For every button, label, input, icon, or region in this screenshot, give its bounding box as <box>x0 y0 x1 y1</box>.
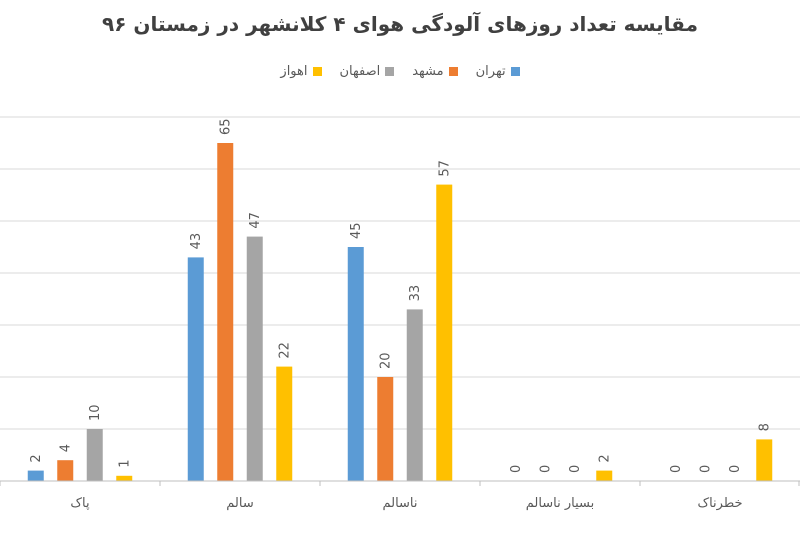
legend-item: اصفهان <box>340 64 395 79</box>
bar <box>246 236 263 481</box>
x-tick-label: پاک <box>70 496 90 511</box>
data-label: 8 <box>757 423 772 431</box>
bar <box>187 257 204 481</box>
legend: تهران مشهد اصفهان اهواز <box>0 64 800 79</box>
data-label: 45 <box>349 222 364 239</box>
legend-swatch <box>312 67 322 76</box>
bar <box>756 439 773 481</box>
data-label: 0 <box>568 465 583 473</box>
x-tick-label: خطرناک <box>697 496 742 511</box>
bar <box>347 247 364 481</box>
bar <box>27 470 44 481</box>
legend-label: اهواز <box>280 64 308 79</box>
bar <box>436 184 453 481</box>
data-label: 57 <box>437 160 452 177</box>
data-label: 1 <box>117 460 132 468</box>
x-tick-label: بسیار ناسالم <box>526 496 595 511</box>
legend-swatch <box>385 67 395 76</box>
bar <box>217 143 234 481</box>
data-label: 4 <box>58 444 73 452</box>
bar <box>596 470 613 481</box>
data-label: 20 <box>378 352 393 369</box>
legend-label: تهران <box>475 64 506 79</box>
data-label: 0 <box>538 465 553 473</box>
data-label: 10 <box>88 404 103 421</box>
bar <box>276 366 293 481</box>
legend-swatch <box>448 67 458 76</box>
data-label: 0 <box>728 465 743 473</box>
data-label: 22 <box>277 342 292 359</box>
bar <box>406 309 423 481</box>
chart-title: مقایسه تعداد روزهای آلودگی هوای ۴ کلانشه… <box>102 12 698 36</box>
bar <box>377 377 394 481</box>
data-label: 2 <box>29 454 44 462</box>
legend-item: اهواز <box>280 64 322 79</box>
legend-item: تهران <box>476 64 520 79</box>
bar <box>86 429 103 481</box>
legend-label: مشهد <box>412 64 444 79</box>
bar <box>57 460 74 481</box>
data-label: 33 <box>408 285 423 302</box>
data-label: 47 <box>248 212 263 229</box>
data-label: 43 <box>189 233 204 250</box>
data-label: 65 <box>218 118 233 135</box>
legend-label: اصفهان <box>339 64 381 79</box>
data-label: 0 <box>509 465 524 473</box>
x-tick-label: سالم <box>226 496 253 511</box>
data-label: 0 <box>698 465 713 473</box>
x-tick-label: ناسالم <box>382 496 417 511</box>
bar <box>116 475 133 481</box>
legend-swatch <box>510 67 520 76</box>
data-label: 0 <box>669 465 684 473</box>
data-label: 2 <box>597 454 612 462</box>
legend-item: مشهد <box>412 64 458 79</box>
